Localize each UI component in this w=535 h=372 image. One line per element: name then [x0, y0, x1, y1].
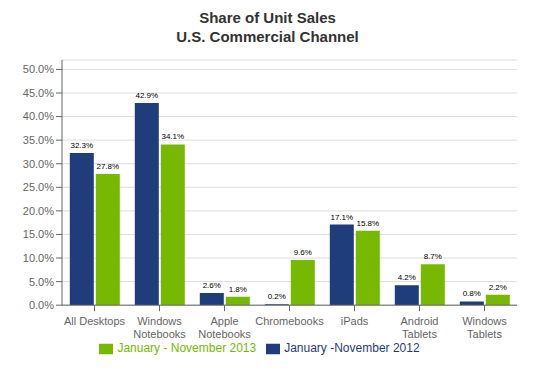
svg-text:WindowsNotebooks: WindowsNotebooks	[133, 315, 186, 340]
svg-text:10.0%: 10.0%	[23, 252, 54, 264]
svg-text:4.2%: 4.2%	[398, 273, 416, 282]
svg-text:0.8%: 0.8%	[463, 289, 481, 298]
svg-text:1.8%: 1.8%	[229, 285, 247, 294]
svg-text:25.0%: 25.0%	[23, 181, 54, 193]
svg-text:9.6%: 9.6%	[294, 248, 312, 257]
svg-text:27.8%: 27.8%	[96, 162, 119, 171]
svg-text:WindowsTablets: WindowsTablets	[462, 315, 507, 340]
svg-text:0.2%: 0.2%	[268, 292, 286, 301]
svg-text:All Desktops: All Desktops	[64, 315, 126, 327]
html-text:January - November 2013: January - November 2013	[117, 341, 257, 356]
svg-text:35.0%: 35.0%	[23, 134, 54, 146]
html-text:U.S. Commercial Channel: U.S. Commercial Channel	[176, 28, 359, 45]
svg-text:34.1%: 34.1%	[161, 132, 184, 141]
svg-text:42.9%: 42.9%	[135, 91, 158, 100]
svg-text:15.8%: 15.8%	[356, 219, 379, 228]
svg-text:17.1%: 17.1%	[330, 213, 353, 222]
svg-text:5.0%: 5.0%	[29, 276, 54, 288]
svg-text:30.0%: 30.0%	[23, 158, 54, 170]
svg-text:iPads: iPads	[341, 315, 369, 327]
html-text:January -November 2012: January -November 2012	[284, 341, 420, 356]
svg-text:40.0%: 40.0%	[23, 110, 54, 122]
svg-text:50.0%: 50.0%	[23, 63, 54, 75]
svg-text:2.6%: 2.6%	[203, 281, 221, 290]
svg-text:20.0%: 20.0%	[23, 205, 54, 217]
svg-text:0.0%: 0.0%	[29, 299, 54, 311]
svg-text:45.0%: 45.0%	[23, 87, 54, 99]
svg-text:2.2%: 2.2%	[489, 283, 507, 292]
svg-text:32.3%: 32.3%	[70, 141, 93, 150]
svg-text:AppleNotebooks: AppleNotebooks	[198, 315, 251, 340]
html-text:Share of Unit Sales: Share of Unit Sales	[199, 9, 336, 26]
svg-text:8.7%: 8.7%	[424, 252, 442, 261]
svg-text:AndroidTablets: AndroidTablets	[401, 315, 439, 340]
svg-text:Chromebooks: Chromebooks	[255, 315, 324, 327]
svg-text:15.0%: 15.0%	[23, 228, 54, 240]
